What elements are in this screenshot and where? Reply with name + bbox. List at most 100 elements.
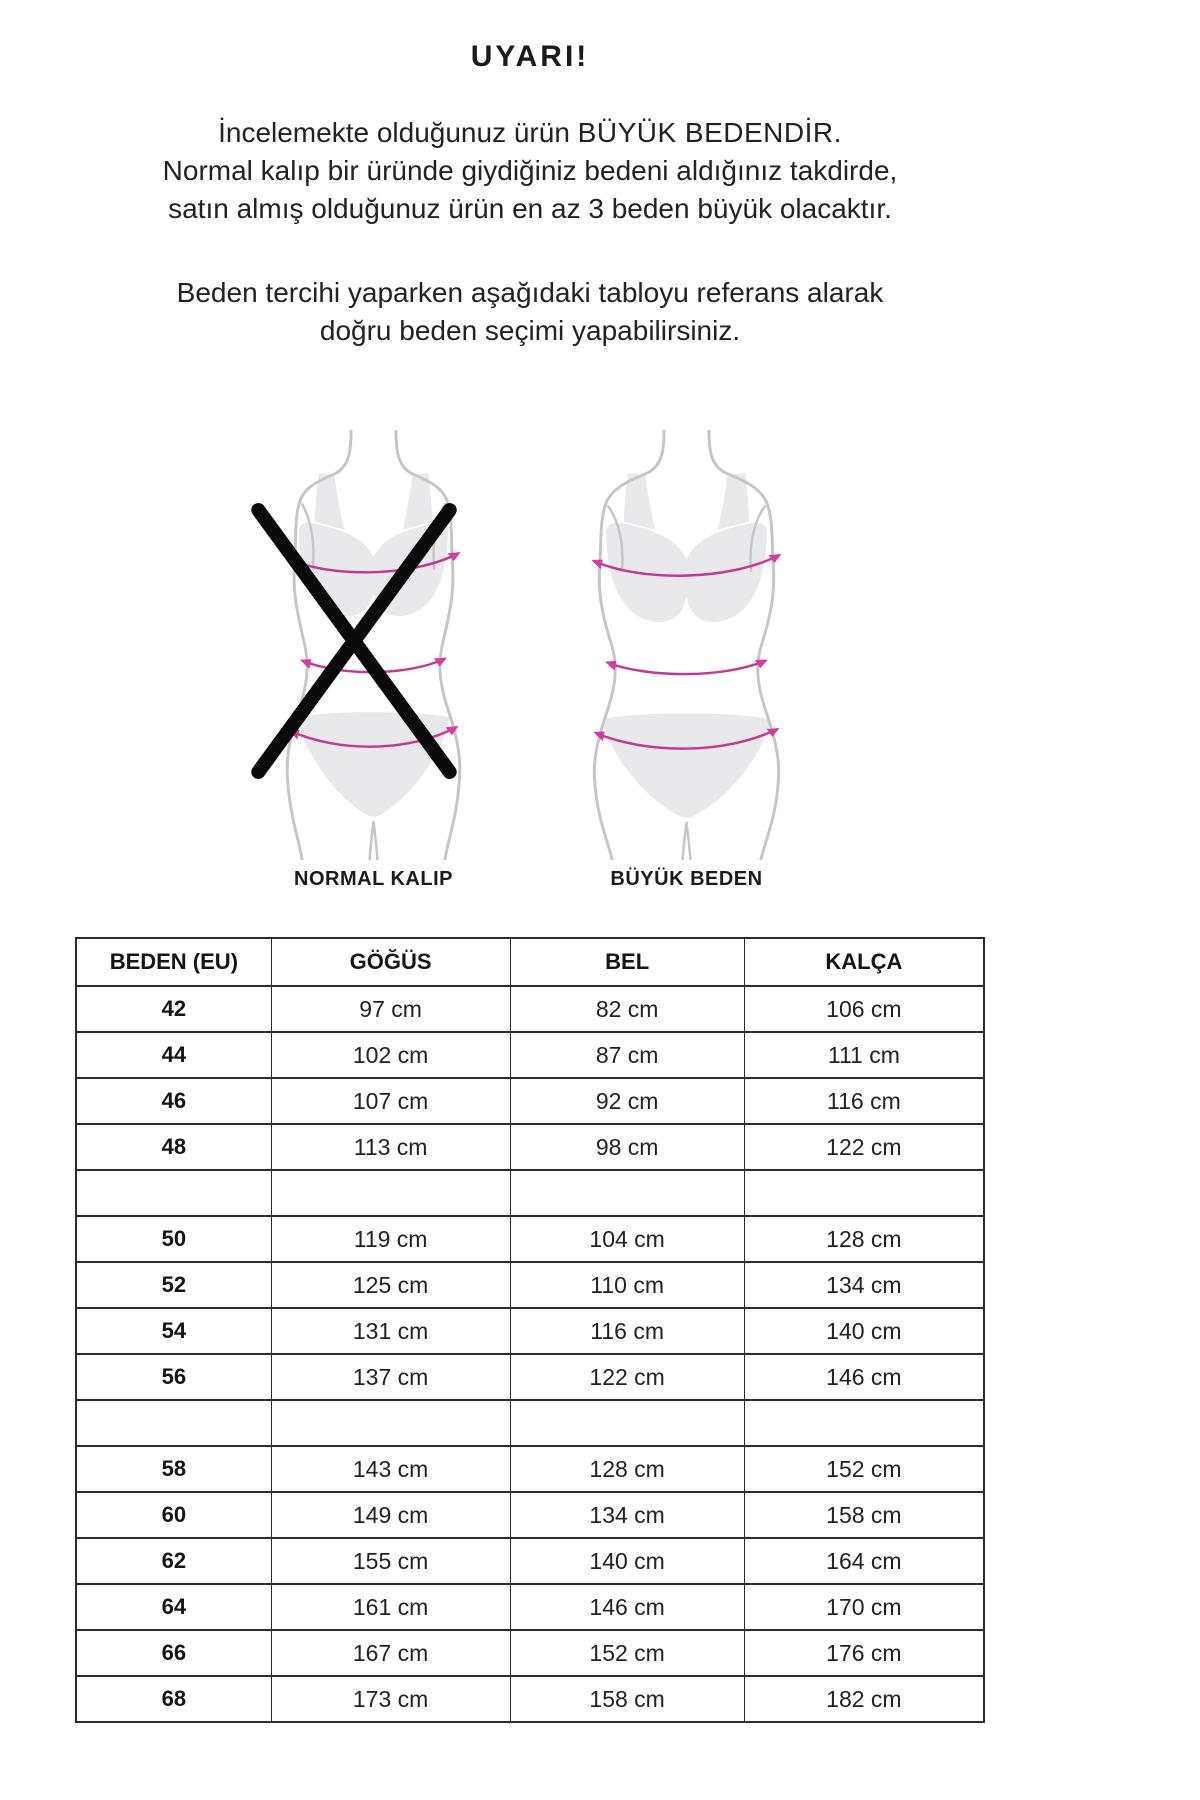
size-cell: [75, 1169, 272, 1217]
table-row: 44 102 cm 87 cm 111 cm: [75, 1031, 985, 1079]
warning-line1-emphasis: BÜYÜK BEDENDİR.: [577, 117, 842, 148]
size-cell: 50: [75, 1215, 272, 1263]
bust-cell: 125 cm: [270, 1261, 511, 1309]
size-cell: 52: [75, 1261, 272, 1309]
table-row: 66 167 cm 152 cm 176 cm: [75, 1629, 985, 1677]
bust-cell: 102 cm: [270, 1031, 511, 1079]
waist-cell: 146 cm: [509, 1583, 745, 1631]
bust-cell: 137 cm: [270, 1353, 511, 1401]
size-cell: 56: [75, 1353, 272, 1401]
hip-cell: 106 cm: [743, 985, 985, 1033]
bust-cell: 113 cm: [270, 1123, 511, 1171]
table-row: 56 137 cm 122 cm 146 cm: [75, 1353, 985, 1401]
hip-cell: 134 cm: [743, 1261, 985, 1309]
hip-cell: 164 cm: [743, 1537, 985, 1585]
table-row: 64 161 cm 146 cm 170 cm: [75, 1583, 985, 1631]
table-row: 68 173 cm 158 cm 182 cm: [75, 1675, 985, 1723]
bust-measure-arrow: [591, 553, 782, 577]
instruction-line2: doğru beden seçimi yapabilirsiniz.: [319, 315, 741, 346]
bust-cell: 143 cm: [270, 1445, 511, 1493]
waist-cell: 82 cm: [509, 985, 745, 1033]
size-cell: 46: [75, 1077, 272, 1125]
instruction-line1: Beden tercihi yaparken aşağıdaki tabloyu…: [176, 277, 884, 308]
bust-cell: [270, 1169, 511, 1217]
instruction-paragraph: Beden tercihi yaparken aşağıdaki tabloyu…: [75, 274, 985, 350]
bust-cell: [270, 1399, 511, 1447]
table-row: 42 97 cm 82 cm 106 cm: [75, 985, 985, 1033]
bust-cell: 119 cm: [270, 1215, 511, 1263]
hip-cell: 158 cm: [743, 1491, 985, 1539]
waist-cell: [509, 1399, 745, 1447]
bust-cell: 131 cm: [270, 1307, 511, 1355]
table-row: 46 107 cm 92 cm 116 cm: [75, 1077, 985, 1125]
bust-cell: 173 cm: [270, 1675, 511, 1723]
warning-line2: Normal kalıp bir üründe giydiğiniz beden…: [162, 155, 898, 186]
bust-cell: 97 cm: [270, 985, 511, 1033]
waist-measure-arrow: [605, 659, 768, 676]
bust-cell: 149 cm: [270, 1491, 511, 1539]
table-row: 58 143 cm 128 cm 152 cm: [75, 1445, 985, 1493]
size-cell: 42: [75, 985, 272, 1033]
table-row-empty: [75, 1399, 985, 1447]
hip-cell: 146 cm: [743, 1353, 985, 1401]
figure-normal-fit-block: NORMAL KALIP: [251, 430, 491, 891]
header-size: BEDEN (EU): [75, 937, 272, 987]
size-cell: 48: [75, 1123, 272, 1171]
hip-cell: [743, 1399, 985, 1447]
hip-cell: 152 cm: [743, 1445, 985, 1493]
table-row: 60 149 cm 134 cm 158 cm: [75, 1491, 985, 1539]
panties-shape: [602, 713, 771, 818]
waist-cell: 116 cm: [509, 1307, 745, 1355]
hip-cell: 170 cm: [743, 1583, 985, 1631]
size-cell: 60: [75, 1491, 272, 1539]
header-waist: BEL: [509, 937, 745, 987]
bust-cell: 155 cm: [270, 1537, 511, 1585]
page-title: UYARI!: [470, 40, 590, 73]
size-cell: 44: [75, 1031, 272, 1079]
hip-cell: 182 cm: [743, 1675, 985, 1723]
bra-shape: [606, 473, 767, 623]
bust-cell: 161 cm: [270, 1583, 511, 1631]
header-bust: GÖĞÜS: [270, 937, 511, 987]
hip-cell: 116 cm: [743, 1077, 985, 1125]
waist-cell: 152 cm: [509, 1629, 745, 1677]
plus-size-label: BÜYÜK BEDEN: [610, 868, 763, 890]
waist-cell: 110 cm: [509, 1261, 745, 1309]
normal-fit-label: NORMAL KALIP: [294, 868, 453, 890]
waist-cell: 140 cm: [509, 1537, 745, 1585]
cross-out-icon: [251, 503, 457, 779]
table-row: 48 113 cm 98 cm 122 cm: [75, 1123, 985, 1171]
table-header-row: BEDEN (EU) GÖĞÜS BEL KALÇA: [75, 937, 985, 987]
size-cell: 62: [75, 1537, 272, 1585]
waist-cell: 134 cm: [509, 1491, 745, 1539]
waist-cell: 87 cm: [509, 1031, 745, 1079]
warning-line1-prefix: İncelemekte olduğunuz ürün: [218, 117, 578, 148]
bra-shape: [299, 473, 448, 617]
hip-measure-arrow: [593, 727, 780, 750]
hip-cell: [743, 1169, 985, 1217]
waist-cell: 98 cm: [509, 1123, 745, 1171]
table-row: 54 131 cm 116 cm 140 cm: [75, 1307, 985, 1355]
content-column: UYARI! İncelemekte olduğunuz ürün BÜYÜK …: [75, 0, 985, 1723]
hip-cell: 122 cm: [743, 1123, 985, 1171]
hip-measure-arrow: [288, 725, 459, 748]
size-cell: 68: [75, 1675, 272, 1723]
waist-cell: 158 cm: [509, 1675, 745, 1723]
waist-cell: [509, 1169, 745, 1217]
size-cell: 54: [75, 1307, 272, 1355]
waist-cell: 92 cm: [509, 1077, 745, 1125]
warning-paragraph: İncelemekte olduğunuz ürün BÜYÜK BEDENDİ…: [75, 114, 985, 228]
header-hip: KALÇA: [743, 937, 985, 987]
bust-cell: 167 cm: [270, 1629, 511, 1677]
hip-cell: 111 cm: [743, 1031, 985, 1079]
waist-cell: 104 cm: [509, 1215, 745, 1263]
hip-cell: 176 cm: [743, 1629, 985, 1677]
figure-normal-fit: [251, 430, 491, 860]
waist-cell: 122 cm: [509, 1353, 745, 1401]
body-figure-plus-icon: [591, 430, 782, 860]
size-cell: 58: [75, 1445, 272, 1493]
hip-cell: 140 cm: [743, 1307, 985, 1355]
figure-plus-size: [569, 430, 804, 860]
table-row-empty: [75, 1169, 985, 1217]
